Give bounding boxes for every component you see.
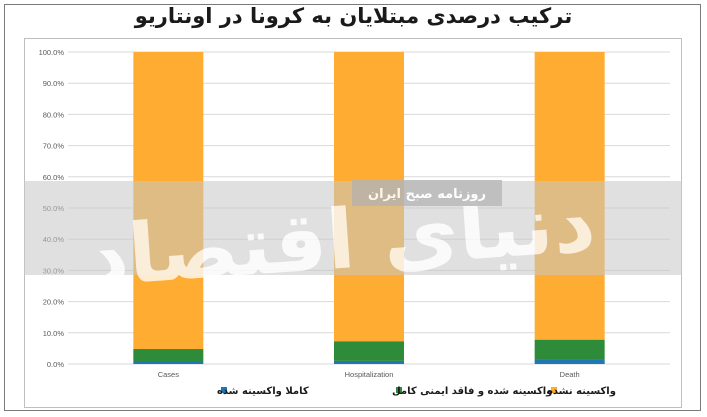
x-axis-categories: Cases Hospitalization Death: [158, 370, 580, 379]
y-tick-label: 0.0%: [47, 360, 64, 369]
y-tick-label: 60.0%: [43, 173, 65, 182]
y-tick-label: 20.0%: [43, 298, 65, 307]
x-category-label: Cases: [158, 370, 180, 379]
legend-swatch: [551, 387, 557, 393]
y-tick-label: 10.0%: [43, 329, 65, 338]
bar-death-series-0: [534, 359, 605, 364]
legend-label: کاملا واکسینه شده: [217, 386, 309, 397]
bar-death-series-1: [534, 339, 605, 360]
legend-swatch: [221, 387, 227, 393]
chart-title: ترکیب درصدی مبتلایان به کرونا در اونتاری…: [134, 4, 573, 28]
watermark-tagline: روزنامه صبح ایران: [368, 187, 486, 202]
legend-label: واکسینه نشده: [547, 386, 616, 397]
bar-cases-series-1: [133, 349, 204, 362]
bar-hospitalization-series-0: [334, 360, 404, 364]
x-category-label: Hospitalization: [345, 370, 394, 379]
legend-label: واکسینه شده و فاقد ایمنی کامل: [392, 386, 552, 397]
y-tick-label: 70.0%: [43, 142, 65, 151]
watermark-tagline-box: [352, 180, 502, 206]
y-tick-label: 80.0%: [43, 110, 65, 119]
y-tick-label: 90.0%: [43, 79, 65, 88]
watermark: دنیای اقتصاد روزنامه صبح ایران: [24, 175, 682, 306]
legend: کاملا واکسینه شده واکسینه شده و فاقد ایمن…: [217, 386, 616, 397]
bar-cases-series-0: [133, 361, 204, 364]
y-tick-label: 100.0%: [39, 48, 65, 57]
legend-swatch: [396, 387, 402, 393]
bar-hospitalization-series-1: [334, 341, 404, 361]
x-category-label: Death: [560, 370, 580, 379]
